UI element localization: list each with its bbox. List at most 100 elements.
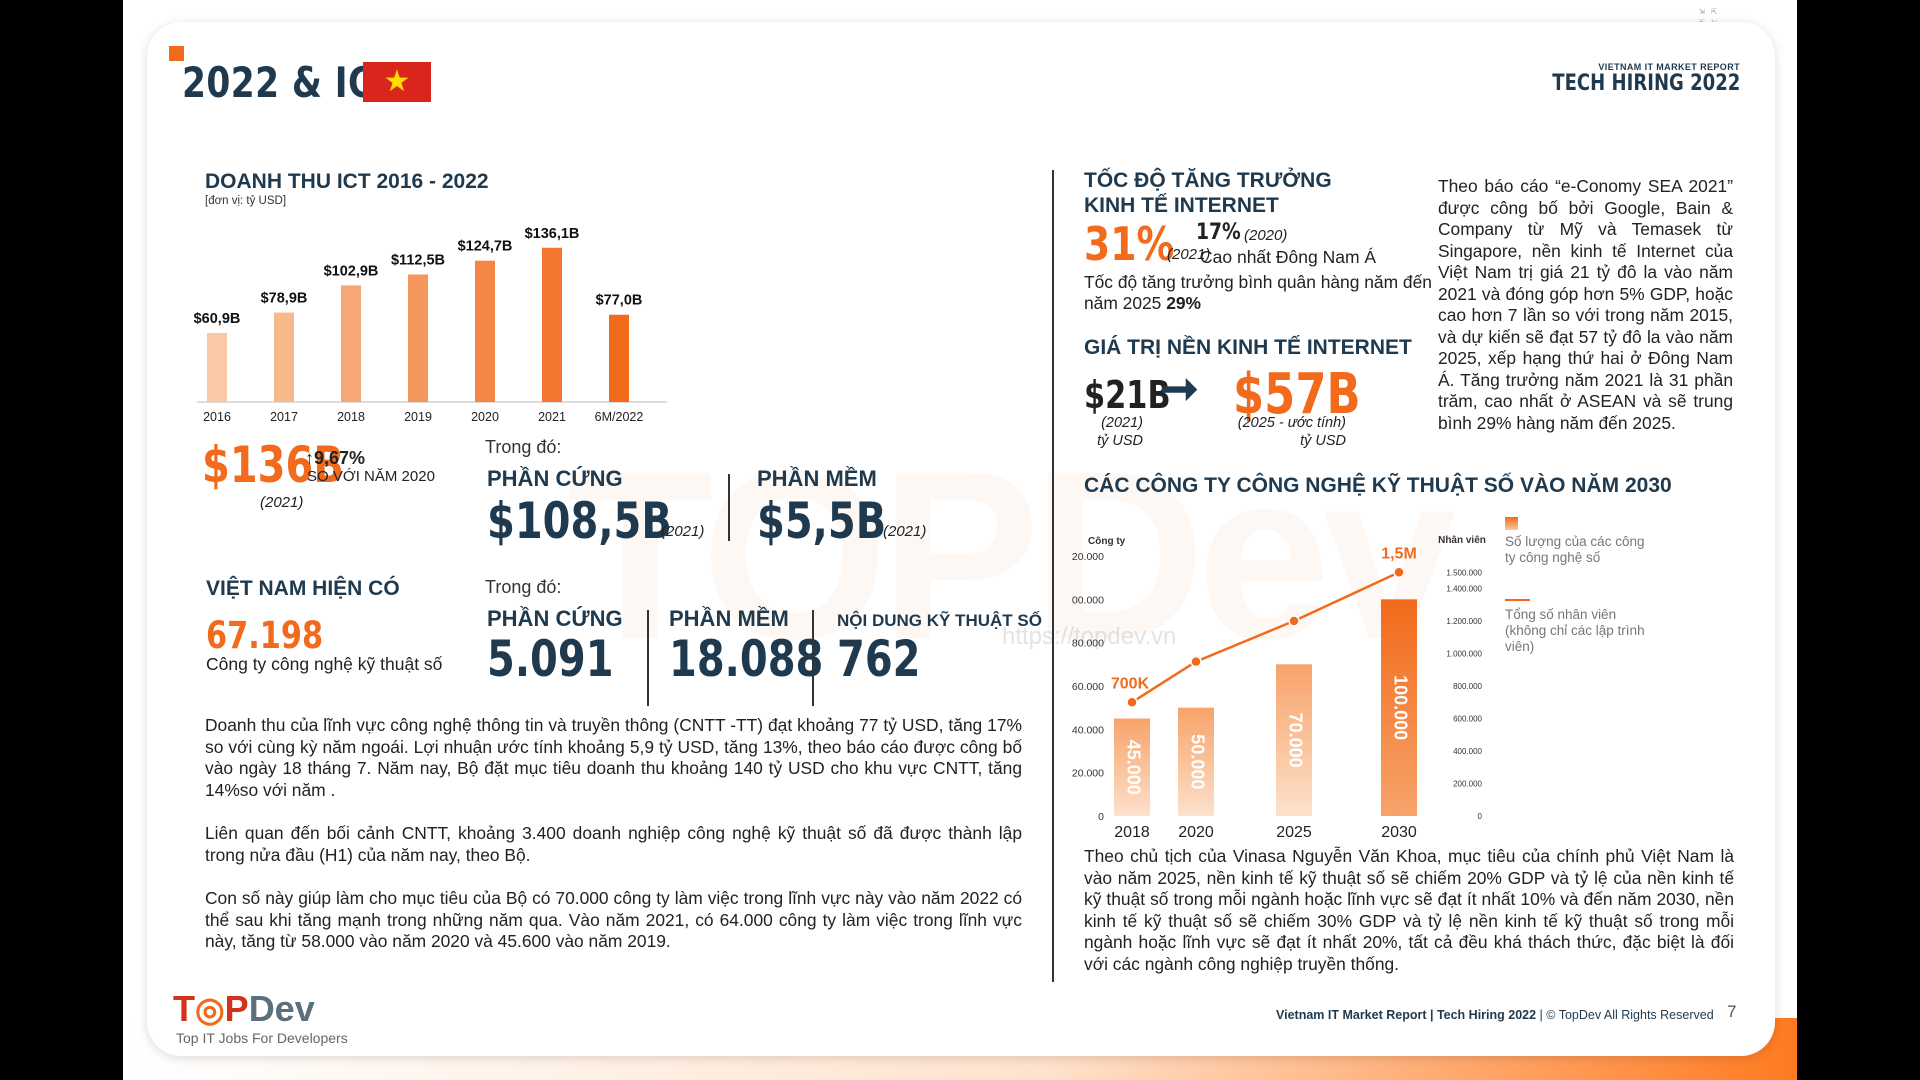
revenue-bar <box>207 332 227 402</box>
y-right-tick: 600.000 <box>1453 715 1482 724</box>
revenue-bar <box>274 312 294 402</box>
revenue-x-tick: 6M/2022 <box>595 410 644 424</box>
vietnam-flag-icon: ★ <box>363 62 431 102</box>
employees-point-label: 700K <box>1111 675 1150 692</box>
divider <box>728 474 730 541</box>
topdev-logo-globe-icon: ◎ <box>195 991 225 1029</box>
companies-x-tick: 2025 <box>1276 824 1312 841</box>
revenue-bar-label: $60,9B <box>194 311 241 327</box>
report-badge: VIETNAM IT MARKET REPORT TECH HIRING 202… <box>1511 62 1740 96</box>
page-number: 7 <box>1727 1002 1737 1021</box>
employees-line <box>1131 571 1400 704</box>
topdev-logo-p: P <box>224 988 249 1029</box>
y-right-tick: 1.000.000 <box>1446 650 1482 659</box>
revenue-bar-label: $102,9B <box>324 263 379 279</box>
employees-point <box>1190 655 1202 668</box>
legend-companies: Số lượng của các công ty công nghệ số <box>1505 534 1645 565</box>
companies-bar <box>1114 718 1150 816</box>
y-left-tick: 60.000 <box>1072 681 1104 693</box>
digital-content-count: 762 <box>837 630 921 688</box>
revenue-x-tick: 2018 <box>337 410 365 424</box>
hardware-companies-label: PHẦN CỨNG <box>487 606 623 631</box>
companies-x-tick: 2030 <box>1381 824 1417 841</box>
companies-bar-label: 100.000 <box>1390 675 1410 740</box>
y-right-tick: 200.000 <box>1453 780 1482 789</box>
topdev-tagline: Top IT Jobs For Developers <box>176 1030 348 1046</box>
revenue-bar <box>408 274 428 402</box>
software-companies-count: 18.088 <box>669 630 824 688</box>
revenue-x-tick: 2017 <box>270 410 298 424</box>
hardware-companies-count: 5.091 <box>487 630 614 688</box>
hardware-label: PHẦN CỨNG <box>487 466 623 491</box>
cagr-value: 29% <box>1166 293 1202 313</box>
software-year: (2021) <box>883 523 927 540</box>
legend-swatch-companies <box>1505 517 1518 530</box>
companies-bar-label: 70.000 <box>1285 713 1305 768</box>
revenue-bar <box>475 260 495 402</box>
software-revenue: $5,5B <box>757 492 887 550</box>
growth-compare-label: SO VỚI NĂM 2020 <box>307 468 435 485</box>
y-left-tick: 40.000 <box>1072 724 1104 736</box>
orange-corner-mark <box>169 46 184 61</box>
watermark-logo: TOPDev <box>567 417 1456 693</box>
paragraph-vinasa: Theo chủ tịch của Vinasa Nguyễn Văn Khoa… <box>1084 846 1734 974</box>
highest-sea-label: Cao nhất Đông Nam Á <box>1200 247 1377 267</box>
divider <box>812 610 814 706</box>
watermark-url: https://topdev.vn <box>1002 623 1177 650</box>
internet-growth-2020-year: (2020) <box>1244 227 1288 244</box>
cagr-text: Tốc độ tăng trưởng bình quân hàng năm đế… <box>1084 272 1432 313</box>
page-title: 2022 & ICT <box>182 58 398 107</box>
revenue-bar-label: $136,1B <box>525 226 580 242</box>
legend-employees: Tổng số nhân viên (không chỉ các lập trì… <box>1505 607 1645 654</box>
y-left-tick: 80.000 <box>1072 638 1104 650</box>
y-right-tick: 1.200.000 <box>1446 617 1482 626</box>
footer-report: Vietnam IT Market Report | Tech Hiring 2… <box>1276 1008 1537 1022</box>
companies-bar <box>1276 664 1312 816</box>
employees-point <box>1288 615 1300 627</box>
y-right-tick: 1.400.000 <box>1446 585 1482 594</box>
paragraph-economy-sea: Theo báo cáo “e-Conomy SEA 2021” được cô… <box>1438 176 1733 433</box>
arrow-right-icon: ➞ <box>1160 362 1199 414</box>
digital-companies-2030-title: CÁC CÔNG TY CÔNG NGHỆ KỸ THUẬT SỐ VÀO NĂ… <box>1084 474 1672 497</box>
report-page: 2022 & ICT ★ VIETNAM IT MARKET REPORT TE… <box>147 22 1775 1056</box>
companies-breakdown-intro: Trong đó: <box>485 577 562 597</box>
companies-x-tick: 2020 <box>1178 824 1214 841</box>
companies-x-tick: 2018 <box>1114 824 1150 841</box>
internet-growth-2020: 17% <box>1196 220 1241 245</box>
revenue-x-tick: 2021 <box>538 410 566 424</box>
hardware-revenue: $108,5B <box>487 492 672 550</box>
topdev-logo: T◎PDev <box>173 988 315 1030</box>
revenue-bar <box>542 247 562 402</box>
arrow-up-icon: ↑ <box>305 448 314 468</box>
revenue-bar-label: $77,0B <box>596 293 643 309</box>
value-2021-unit: tỷ USD <box>1097 433 1143 449</box>
y-right-title: Nhân viên <box>1438 535 1486 546</box>
y-right-tick: 1.500.000 <box>1446 568 1482 577</box>
digital-companies-2030-chart: Công ty 0 20.000 40.000 60.000 80.000 100.000 1… <box>1072 535 1486 841</box>
internet-value-2025-note: (2025 - ước tính) tỷ USD <box>1233 414 1346 450</box>
revenue-bar-label: $112,5B <box>391 253 445 269</box>
y-left-tick: 0 <box>1098 811 1104 823</box>
revenue-x-tick: 2016 <box>203 410 231 424</box>
paragraph-ict-revenue: Doanh thu của lĩnh vực công nghệ thông t… <box>205 715 1022 800</box>
y-right-tick: 400.000 <box>1453 747 1482 756</box>
internet-value-2025: $57B <box>1233 362 1361 427</box>
internet-growth-2021: 31% <box>1084 217 1175 271</box>
revenue-bar-label: $78,9B <box>261 291 308 307</box>
employees-point-label: 1,5M <box>1381 545 1417 562</box>
internet-growth-2021-year: (2021) <box>1167 246 1211 263</box>
value-2025-unit: tỷ USD <box>1300 433 1346 449</box>
ict-revenue-title: DOANH THU ICT 2016 - 2022 <box>205 170 489 193</box>
cagr-note: Tốc độ tăng trưởng bình quân hàng năm đế… <box>1084 272 1444 314</box>
column-divider <box>1052 170 1054 982</box>
vietnam-has-title: VIỆT NAM HIỆN CÓ <box>206 577 400 600</box>
growth-percent-value: 9,67% <box>314 448 366 468</box>
report-badge-line2: TECH HIRING 2022 <box>1551 71 1740 96</box>
value-2025-year: (2025 - ước tính) <box>1237 415 1346 431</box>
internet-growth-title: TỐC ĐỘ TĂNG TRƯỞNG KINH TẾ INTERNET <box>1084 169 1332 217</box>
y-left-tick: 20.000 <box>1072 768 1104 780</box>
ict-revenue-chart: $60,9B 2016 $78,9B 2017 $102,9B 2018 $112,5B 20… <box>194 226 667 424</box>
employees-point <box>1126 696 1138 708</box>
employees-point <box>1393 566 1405 578</box>
internet-value-title: GIÁ TRỊ NỀN KINH TẾ INTERNET <box>1084 336 1412 359</box>
